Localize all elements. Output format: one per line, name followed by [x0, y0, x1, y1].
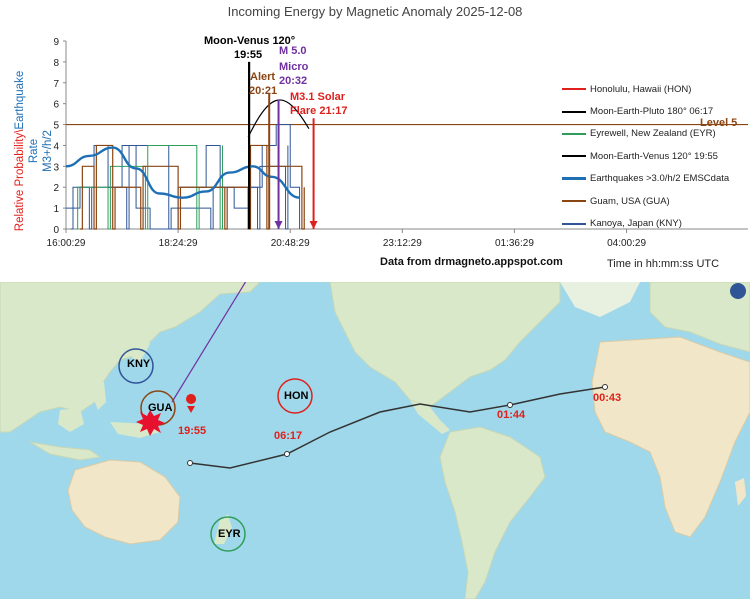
anno-moon-venus-time: 19:55	[234, 49, 263, 61]
y-tick-label-4: 4	[53, 141, 59, 152]
x-tick-label-3: 23:12:29	[383, 238, 422, 249]
credit-site: drmagneto.appspot.com	[434, 256, 563, 268]
land-greenland	[560, 282, 640, 317]
anno-micro: Micro	[279, 61, 309, 73]
y-tick-label-0: 0	[53, 225, 59, 236]
legend-label-4: Earthquakes >3.0/h/2 EMSCdata	[590, 173, 730, 185]
anno-solar2: Flare 21:17	[290, 105, 348, 117]
time-0144: 01:44	[497, 409, 526, 421]
legend-item-1: Moon-Earth-Pluto 180° 06:17	[562, 100, 747, 122]
pointer-line	[171, 282, 247, 403]
anno-moon-venus: Moon-Venus 120°	[204, 35, 296, 47]
earthquake-burst-icon	[136, 410, 165, 436]
x-tick-label-4: 01:36:29	[495, 238, 534, 249]
series-earthquake-smooth	[65, 146, 300, 199]
legend-swatch-6	[562, 222, 586, 225]
anno-alert: Alert	[250, 71, 276, 83]
series-earthquake-rate	[66, 124, 301, 230]
anno-micro-time: 20:32	[279, 75, 308, 87]
land-asia	[0, 282, 261, 433]
x-tick-label-1: 18:24:29	[159, 238, 198, 249]
x-tick-label-5: 04:00:29	[607, 238, 646, 249]
y-tick-label-5: 5	[53, 121, 59, 132]
legend-label-6: Kanoya, Japan (KNY)	[590, 218, 682, 230]
credit-prefix: Data from	[380, 256, 435, 268]
legend-swatch-4	[562, 177, 586, 181]
y-tick-label-1: 1	[53, 204, 59, 215]
series-kny	[70, 144, 289, 230]
land-europe	[649, 282, 750, 353]
station-hon-circle[interactable]	[277, 378, 313, 414]
map-profile-button[interactable]	[730, 283, 746, 299]
alignment-path	[189, 386, 606, 469]
legend-label-2: Eyrewell, New Zealand (EYR)	[590, 128, 716, 140]
station-hon-label: HON	[284, 390, 309, 402]
legend-item-2: Eyrewell, New Zealand (EYR)	[562, 123, 747, 145]
credit: Data from drmagneto.appspot.com	[380, 256, 563, 268]
anno-solar1: M3.1 Solar	[290, 91, 346, 103]
chart-title: Incoming Energy by Magnetic Anomaly 2025…	[227, 4, 523, 19]
land-indonesia	[29, 441, 102, 461]
legend: Honolulu, Hawaii (HON) Moon-Earth-Pluto 1…	[562, 78, 747, 235]
land-new-zealand	[214, 514, 232, 544]
y-tick-label-8: 8	[53, 58, 59, 69]
event-arrow-2	[274, 221, 283, 229]
map-svg	[0, 282, 750, 599]
y-tick-label-3: 3	[53, 162, 59, 173]
land-australia	[67, 459, 181, 545]
time-1955: 19:55	[178, 425, 207, 437]
land-south-america	[439, 426, 546, 599]
time-0043: 00:43	[593, 392, 622, 404]
level-5-label: Level 5	[700, 117, 738, 129]
alignment-dots	[187, 384, 608, 466]
station-kny-label: KNY	[127, 358, 151, 370]
legend-swatch-0	[562, 88, 586, 91]
legend-label-0: Honolulu, Hawaii (HON)	[590, 83, 692, 95]
station-eyr-label: EYR	[218, 528, 241, 540]
land-africa	[591, 336, 750, 538]
y-tick-label-9: 9	[53, 37, 59, 48]
land-central-america	[410, 400, 450, 434]
legend-item-6: Kanoya, Japan (KNY)	[562, 212, 747, 234]
land-madagascar	[735, 478, 746, 506]
legend-swatch-1	[562, 110, 586, 113]
legend-item-4: Earthquakes >3.0/h/2 EMSCdata	[562, 168, 747, 190]
y-tick-label-6: 6	[53, 100, 59, 111]
y-tick-label-2: 2	[53, 183, 59, 194]
map-pin-icon[interactable]	[186, 394, 197, 413]
x-tick-label-2: 20:48:29	[271, 238, 310, 249]
legend-item-3: Moon-Earth-Venus 120° 19:55	[562, 145, 747, 167]
chart-svg: 0 1 2 3 4 5 6 7 8 9 16:00:29 18:24:29 20:48:29 23:12:…	[47, 37, 748, 249]
legend-item-0: Honolulu, Hawaii (HON)	[562, 78, 747, 100]
station-gua-label: GUA	[148, 402, 173, 414]
anno-alert-time: 20:21	[249, 85, 278, 97]
time-0617: 06:17	[274, 430, 303, 442]
land-japan	[132, 332, 150, 362]
event-arrow-3	[309, 221, 318, 229]
legend-swatch-3	[562, 155, 586, 158]
legend-swatch-5	[562, 200, 586, 203]
legend-label-3: Moon-Earth-Venus 120° 19:55	[590, 150, 718, 162]
dot-0617	[284, 451, 290, 457]
station-eyr-circle[interactable]	[210, 516, 246, 552]
land-borneo	[58, 408, 84, 432]
dot-0144	[507, 402, 513, 408]
y-tick-label-7: 7	[53, 79, 59, 90]
chart-panel: Incoming Energy by Magnetic Anomaly 2025…	[0, 0, 750, 282]
legend-label-1: Moon-Earth-Pluto 180° 06:17	[590, 106, 714, 118]
dot-0043	[602, 384, 608, 390]
series-gua	[80, 144, 305, 230]
x-axis-label: Time in hh:mm:ss UTC	[607, 258, 720, 270]
x-tick-label-0: 16:00:29	[47, 238, 86, 249]
station-kny-circle[interactable]	[118, 348, 154, 384]
anno-m50: M 5.0	[279, 45, 307, 57]
land-north-america	[329, 282, 561, 408]
land-philippines	[93, 382, 106, 410]
world-map[interactable]: KNY GUA HON EYR 19:55 06:17 01:44 00:43	[0, 282, 750, 599]
legend-item-5: Guam, USA (GUA)	[562, 190, 747, 212]
dot-1955	[187, 460, 193, 466]
legend-swatch-2	[562, 132, 586, 135]
legend-label-5: Guam, USA (GUA)	[590, 195, 670, 207]
